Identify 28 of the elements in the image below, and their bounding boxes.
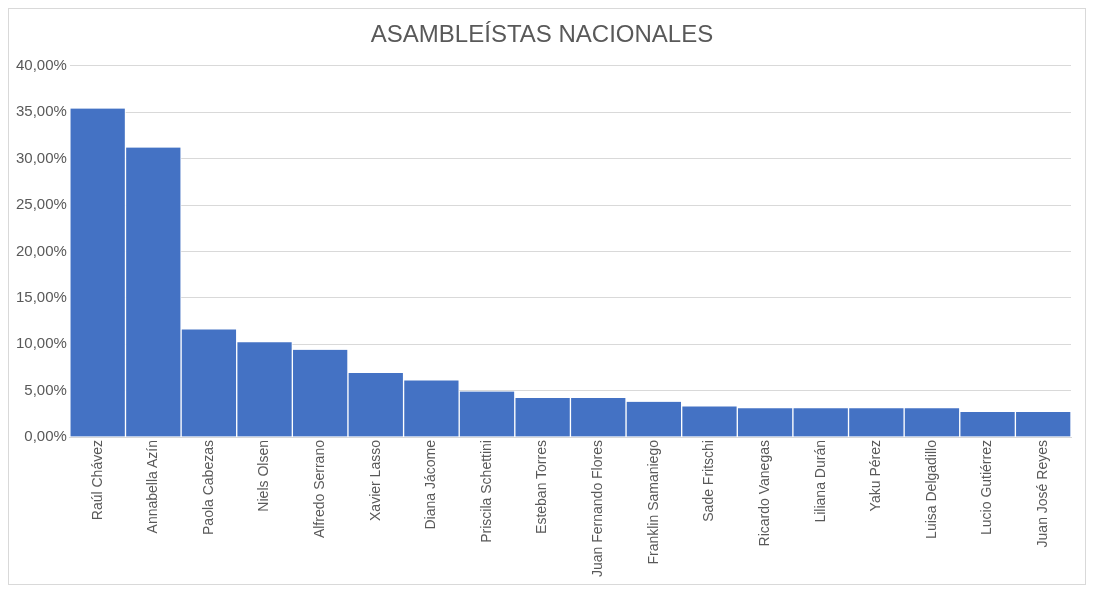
x-tick-label: Paola Cabezas xyxy=(199,440,216,535)
x-tick-label: Ricardo Vanegas xyxy=(755,440,772,547)
x-tick-label: Liliana Durán xyxy=(811,440,828,523)
y-tick-label: 10,00% xyxy=(16,334,67,352)
x-tick-label: Diana Jácome xyxy=(422,439,439,530)
x-tick-label: Priscila Schettini xyxy=(477,440,494,543)
x-tick-label: Alfredo Serrano xyxy=(311,439,328,539)
x-tick-label: Juan Fernando Flores xyxy=(589,440,606,577)
x-tick-label: Luisa Delgadillo xyxy=(922,439,939,539)
y-tick-label: 15,00% xyxy=(16,287,67,305)
y-tick-label: 20,00% xyxy=(16,241,67,259)
x-tick-label: Yaku Pérez xyxy=(867,440,884,512)
x-tick-label: Juan José Reyes xyxy=(1034,440,1051,548)
x-tick-label: Lucio Gutiérrez xyxy=(978,440,995,535)
y-tick-label: 30,00% xyxy=(16,148,67,166)
x-tick-label: Annabella Azín xyxy=(144,440,161,534)
x-tick-label: Sade Fritschi xyxy=(700,440,717,522)
y-tick-label: 35,00% xyxy=(16,102,67,120)
x-tick-label: Niels Olsen xyxy=(255,440,272,512)
chart-title: ASAMBLEÍSTAS NACIONALES xyxy=(370,20,714,48)
x-tick-label: Franklin Samaniego xyxy=(644,439,661,565)
x-tick-label: Raúl Chávez xyxy=(88,440,105,521)
x-tick-label: Xavier Lasso xyxy=(366,439,383,521)
y-tick-label: 0,00% xyxy=(24,427,67,445)
y-tick-label: 40,00% xyxy=(16,55,67,73)
x-tick-label: Esteban Torres xyxy=(533,440,550,534)
y-tick-label: 5,00% xyxy=(24,380,67,398)
y-tick-label: 25,00% xyxy=(16,195,67,213)
